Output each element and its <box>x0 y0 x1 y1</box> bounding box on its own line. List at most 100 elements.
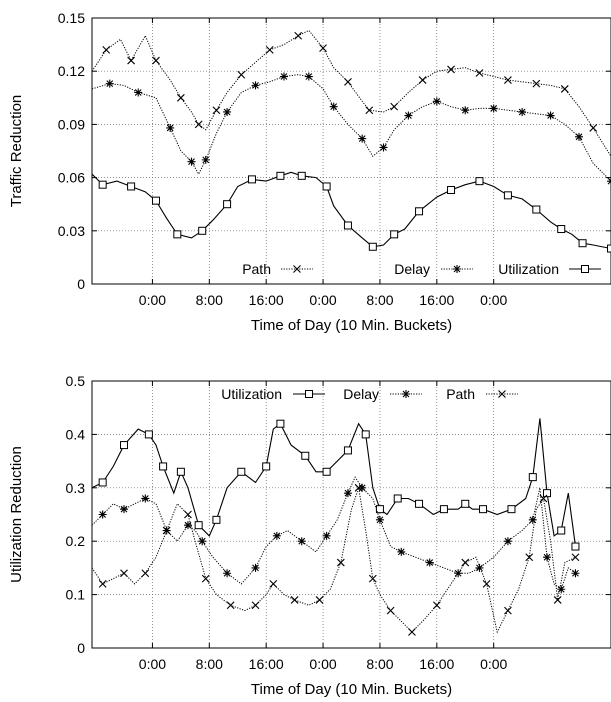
x-tick-label: 8:00 <box>366 656 393 672</box>
data-point-delay <box>503 537 512 546</box>
data-point-delay <box>223 569 232 578</box>
data-point-utilization <box>447 186 456 195</box>
data-point-path <box>141 569 150 578</box>
legend-marker-delay <box>453 265 461 273</box>
data-point-utilization <box>368 242 377 251</box>
data-point-path <box>152 56 160 65</box>
data-point-utilization <box>198 226 207 235</box>
x-tick-label: 0:00 <box>309 656 336 672</box>
data-point-utilization <box>461 499 470 508</box>
data-point-delay <box>198 537 207 546</box>
utilization-reduction-chart: 0 0.1 0.2 0.3 0.4 0.5 0:00 8:00 16:00 0:00 8:00 16:… <box>8 373 611 698</box>
data-point-delay <box>543 553 552 562</box>
data-point-delay <box>105 79 114 88</box>
data-point-path <box>482 580 491 588</box>
data-point-utilization <box>343 446 352 455</box>
data-point-path <box>294 31 303 40</box>
data-point-path <box>201 574 210 583</box>
data-point-delay <box>329 102 338 111</box>
data-point-path <box>560 85 569 93</box>
series-line-utilization <box>91 418 577 547</box>
data-point-delay <box>134 88 143 97</box>
x-tick-label: 16:00 <box>419 292 454 308</box>
data-point-delay <box>404 111 413 120</box>
data-point-path <box>226 601 235 610</box>
data-point-delay <box>475 563 484 572</box>
data-point-utilization <box>119 441 128 450</box>
legend-marker-path <box>498 390 506 398</box>
data-point-utilization <box>322 182 331 191</box>
x-tick-label: 0:00 <box>309 292 336 308</box>
data-point-path <box>365 106 374 115</box>
data-point-utilization <box>532 205 541 214</box>
legend-marker-path <box>293 265 301 273</box>
x-tick-label: 16:00 <box>249 292 284 308</box>
data-point-delay <box>454 569 463 578</box>
y-tick-label: 0.09 <box>58 116 85 132</box>
x-tick-label: 0:00 <box>480 656 507 672</box>
data-point-path <box>525 553 534 562</box>
data-point-delay <box>397 547 406 556</box>
data-point-utilization <box>301 451 310 460</box>
data-point-utilization <box>557 526 566 535</box>
y-tick-label: 0.12 <box>58 63 85 79</box>
x-tick-label: 16:00 <box>249 656 284 672</box>
data-point-path <box>447 65 455 74</box>
data-point-path <box>432 601 441 610</box>
legend-label-utilization: Utilization <box>498 261 559 277</box>
data-point-delay <box>183 521 192 530</box>
legend-label-utilization: Utilization <box>221 386 282 402</box>
data-point-path <box>251 601 260 610</box>
data-point-utilization <box>571 542 580 551</box>
y-axis-label: Utilization Reduction <box>8 446 25 583</box>
x-axis-label: Time of Day (10 Min. Buckets) <box>251 681 452 698</box>
data-point-path <box>553 596 562 604</box>
data-point-path <box>475 69 484 77</box>
data-point-delay <box>201 155 210 164</box>
data-point-utilization <box>393 494 402 503</box>
data-point-delay <box>461 106 470 115</box>
data-point-utilization <box>98 180 107 189</box>
data-point-utilization <box>173 230 182 239</box>
data-point-utilization <box>390 230 399 239</box>
x-tick-label: 8:00 <box>196 656 223 672</box>
legend-label-delay: Delay <box>343 386 379 402</box>
traffic-reduction-chart: 0 0.03 0.06 0.09 0.12 0.15 0:00 8:00 16:00 0:00 8:… <box>8 10 611 334</box>
data-point-delay <box>358 483 367 492</box>
data-point-path <box>319 44 327 53</box>
data-point-delay <box>571 569 580 578</box>
data-point-path <box>504 76 512 84</box>
data-point-path <box>212 106 221 115</box>
data-point-delay <box>425 558 434 567</box>
x-tick-label: 0:00 <box>480 292 507 308</box>
y-tick-label: 0.3 <box>66 480 86 496</box>
series-line-delay <box>91 74 611 182</box>
data-point-delay <box>98 510 107 519</box>
data-point-delay <box>489 104 498 113</box>
data-point-utilization <box>159 462 168 471</box>
data-point-utilization <box>127 182 136 191</box>
data-point-path <box>237 70 246 79</box>
data-point-path <box>127 56 135 65</box>
data-point-delay <box>297 537 306 546</box>
data-point-delay <box>119 505 128 514</box>
data-point-path <box>102 46 111 54</box>
data-point-delay <box>557 585 566 594</box>
x-tick-label: 0:00 <box>139 292 166 308</box>
y-tick-label: 0.15 <box>58 10 85 26</box>
data-point-path <box>265 46 274 54</box>
data-point-path <box>532 79 541 88</box>
data-point-delay <box>379 143 388 152</box>
data-point-path <box>290 596 299 604</box>
data-point-delay <box>322 531 331 540</box>
data-point-utilization <box>479 505 488 514</box>
data-point-path <box>589 124 598 132</box>
data-point-utilization <box>144 430 153 439</box>
series-line-path <box>91 487 576 634</box>
data-point-utilization <box>322 467 331 476</box>
data-point-path <box>368 574 377 583</box>
data-point-path <box>98 580 107 588</box>
data-point-utilization <box>503 191 512 200</box>
data-point-utilization <box>528 473 537 482</box>
